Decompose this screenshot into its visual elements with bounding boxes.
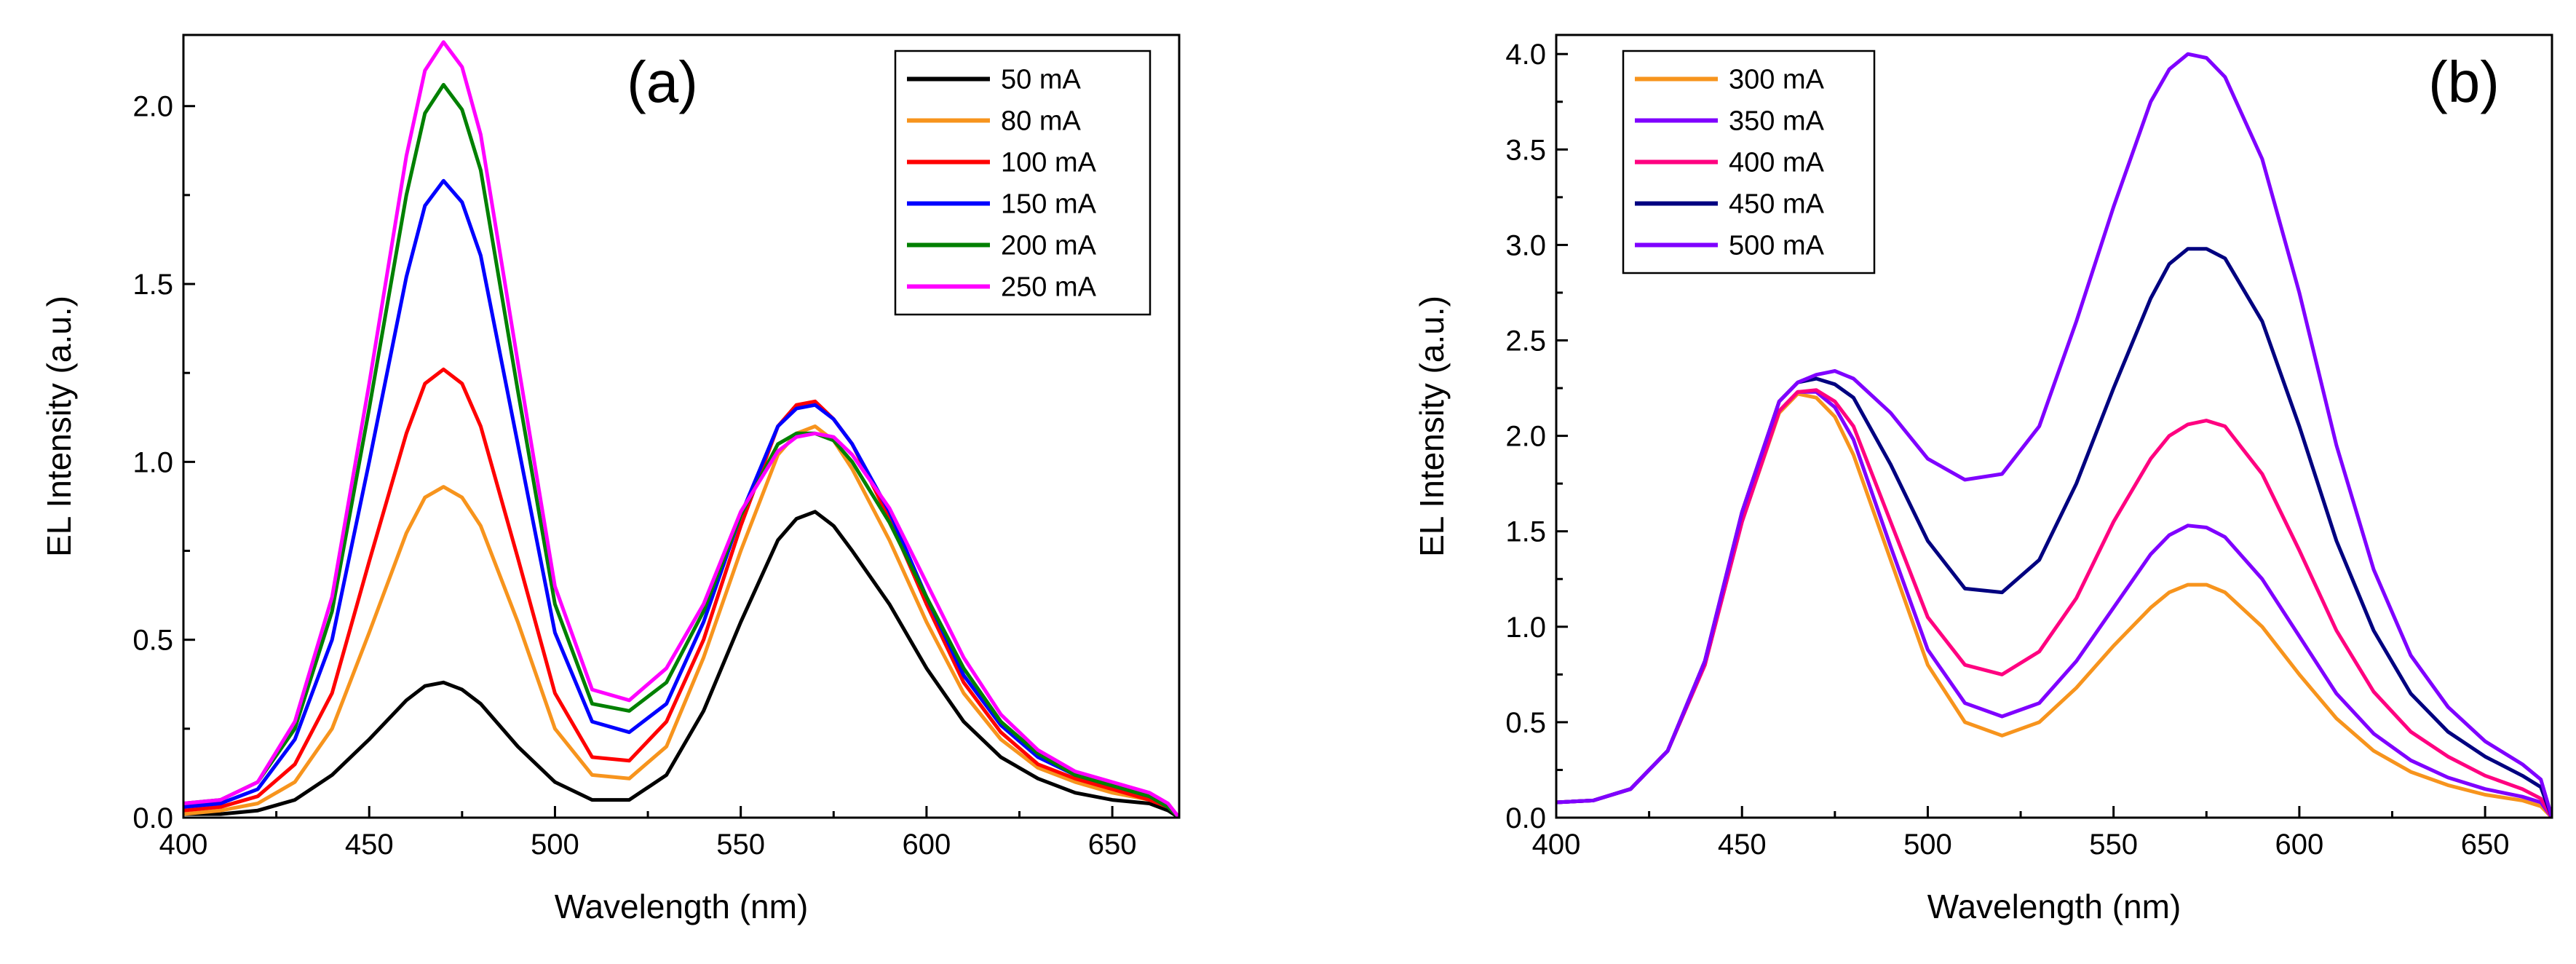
legend-label: 350 mA	[1729, 106, 1825, 137]
x-tick-label: 650	[1088, 829, 1137, 861]
y-tick-label: 0.0	[132, 802, 173, 834]
x-tick-label: 600	[2275, 829, 2324, 861]
y-tick-label: 2.0	[132, 91, 173, 123]
plot-frame	[182, 33, 1181, 819]
series-line-150-ma	[183, 178, 1179, 818]
legend: 300 mA 350 mA 400 mA 450 mA 500 mA	[1622, 50, 1876, 274]
x-axis-title: Wavelength (nm)	[555, 888, 809, 925]
legend-label: 50 mA	[1001, 65, 1081, 95]
x-tick-label: 500	[1903, 829, 1952, 861]
y-tick-label: 1.0	[132, 446, 173, 478]
legend: 50 mA 80 mA 100 mA 150 mA 200 mA 250 mA	[894, 50, 1152, 316]
panel-label: (b)	[2428, 50, 2500, 114]
x-tick-label: 400	[159, 829, 208, 861]
plot-frame	[1555, 33, 2553, 819]
series-lines	[183, 40, 1179, 818]
y-tick-label: 1.0	[1505, 612, 1546, 644]
y-tick-label: 0.5	[132, 625, 173, 657]
series-line-100-ma	[183, 367, 1179, 818]
y-tick-label: 0.5	[1505, 707, 1546, 739]
series-line-50-ma	[183, 510, 1179, 818]
x-tick-label: 600	[903, 829, 951, 861]
x-tick-label: 550	[2089, 829, 2138, 861]
y-tick-label: 1.5	[132, 269, 173, 301]
panel-a: 400 450 500 550 600 650 0.0 0.5 1.0 1.5 2.0 Wavelen…	[40, 33, 1181, 925]
y-tick-label: 0.0	[1505, 802, 1546, 834]
series-line-500-ma	[1556, 52, 2552, 818]
x-tick-label: 500	[531, 829, 579, 861]
x-tick-label: 550	[716, 829, 765, 861]
y-tick-label: 2.5	[1505, 325, 1546, 357]
series-line-200-ma	[183, 82, 1179, 818]
x-tick-label: 400	[1532, 829, 1581, 861]
x-tick-label: 650	[2461, 829, 2510, 861]
y-tick-label: 2.0	[1505, 421, 1546, 453]
legend-label: 200 mA	[1001, 231, 1097, 261]
panel-b: 400 450 500 550 600 650 0.0 0.5 1.0 1.5 2.0 2.5 3.0 3…	[1413, 33, 2553, 925]
y-tick-label: 4.0	[1505, 39, 1546, 71]
legend-label: 300 mA	[1729, 65, 1825, 95]
y-axis-title: EL Intensity (a.u.)	[40, 296, 78, 557]
legend-label: 400 mA	[1729, 148, 1825, 178]
legend-label: 450 mA	[1729, 189, 1825, 220]
legend-label: 100 mA	[1001, 148, 1097, 178]
y-tick-label: 3.5	[1505, 134, 1546, 166]
x-axis-title: Wavelength (nm)	[1927, 888, 2181, 925]
legend-label: 500 mA	[1729, 231, 1825, 261]
legend-label: 150 mA	[1001, 189, 1097, 220]
panel-label: (a)	[627, 50, 698, 114]
legend-box	[894, 50, 1152, 316]
series-line-350-ma	[1556, 390, 2552, 818]
series-line-450-ma	[1556, 247, 2552, 818]
series-line-80-ma	[183, 424, 1179, 818]
legend-label: 250 mA	[1001, 272, 1097, 303]
series-line-400-ma	[1556, 388, 2552, 818]
series-lines	[1556, 52, 2552, 818]
x-tick-label: 450	[345, 829, 394, 861]
series-line-250-ma	[183, 40, 1179, 818]
y-tick-label: 3.0	[1505, 229, 1546, 261]
y-tick-label: 1.5	[1505, 516, 1546, 548]
x-tick-label: 450	[1718, 829, 1767, 861]
legend-label: 80 mA	[1001, 106, 1081, 137]
y-axis-title: EL Intensity (a.u.)	[1413, 296, 1451, 557]
